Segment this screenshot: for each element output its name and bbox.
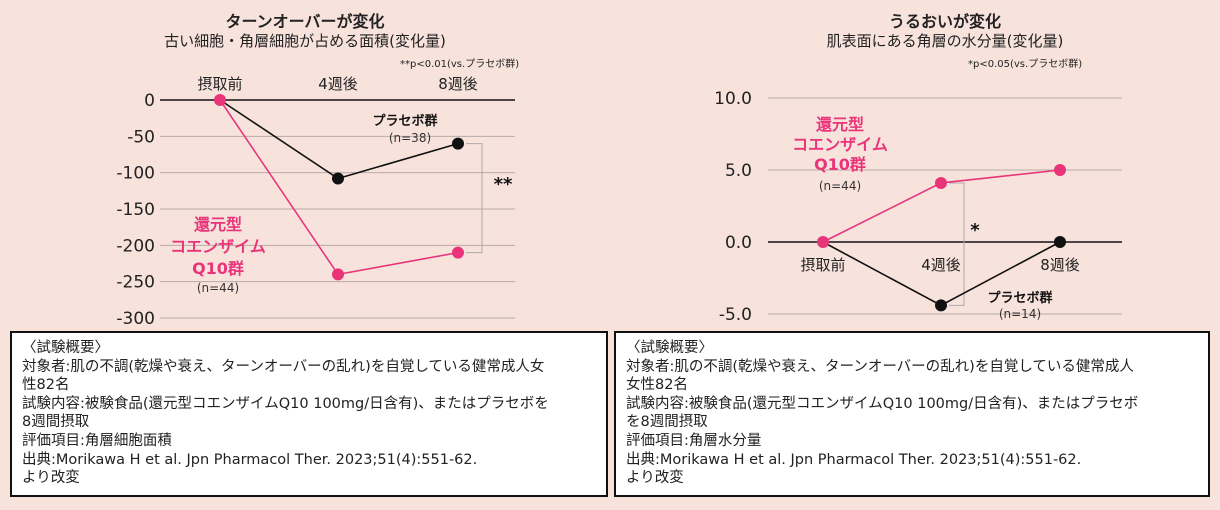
summary-line: 評価項目:角層細胞面積 <box>22 432 172 449</box>
y-tick-label: -300 <box>116 309 155 329</box>
y-tick-label: -250 <box>116 273 155 293</box>
summary-line: 出典:Morikawa H et al. Jpn Pharmacol Ther.… <box>626 451 1082 468</box>
x-category-label: 8週後 <box>1040 256 1080 274</box>
summary-line: 試験内容:被験食品(還元型コエンザイムQ10 100mg/日含有)、またはプラセ… <box>626 395 1139 412</box>
turnover-chart: 0 -50 -100 -150 -200 -250 -300 摂取前 4週後 8週後 ** 還元型コエ… <box>116 75 515 329</box>
series-label: プラセボ群 <box>987 290 1052 306</box>
y-tick-label: -200 <box>116 236 155 256</box>
x-category-label: 摂取前 <box>197 75 242 93</box>
x-category-label: 摂取前 <box>800 256 845 274</box>
summary-line: 性82名 <box>22 377 70 394</box>
summary-line: より改変 <box>22 470 80 487</box>
data-point <box>1054 236 1066 248</box>
data-point <box>1054 164 1066 176</box>
significance-marker: ** <box>494 174 513 195</box>
chart-subtitle: 肌表面にある角層の水分量(変化量) <box>826 32 1064 50</box>
chart-panel-moisture: 10.0 5.0 0.0 -5.0 摂取前 4週後 8週後 * 還元型 コエンザイム Q10群 (n=… <box>610 0 1220 510</box>
series-label: Q10群 <box>814 155 866 174</box>
significance-note: **p<0.01(vs.プラセボ群) <box>400 59 520 70</box>
x-category-label: 4週後 <box>318 75 358 93</box>
series-n-label: (n=14) <box>999 307 1041 321</box>
summary-line: 出典:Morikawa H et al. Jpn Pharmacol Ther.… <box>22 451 478 468</box>
x-category-label: 8週後 <box>438 75 478 93</box>
series-label: コエンザイム <box>792 135 888 154</box>
series-label: 還元型 <box>194 215 242 234</box>
y-tick-label: -50 <box>127 127 155 147</box>
data-point <box>452 246 464 259</box>
data-point <box>935 176 947 189</box>
series-n-label: (n=44) <box>197 281 239 295</box>
chart-title: ターンオーバーが変化 <box>225 12 385 31</box>
summary-line: 8週間摂取 <box>22 414 90 431</box>
data-point <box>332 172 344 185</box>
x-category-label: 4週後 <box>921 256 961 274</box>
y-tick-label: 0 <box>144 91 155 111</box>
y-tick-label: -100 <box>116 164 155 184</box>
series-label: プラセボ群 <box>372 113 437 129</box>
summary-line: 試験内容:被験食品(還元型コエンザイムQ10 100mg/日含有)、またはプラセ… <box>22 395 549 412</box>
series-n-label: (n=44) <box>819 179 861 193</box>
chart-subtitle: 古い細胞・角層細胞が占める面積(変化量) <box>164 32 446 50</box>
summary-line: 〈試験概要〉 <box>626 340 713 356</box>
chart-title: うるおいが変化 <box>888 12 1001 31</box>
data-point <box>452 137 464 150</box>
study-summary-box: 〈試験概要〉 対象者:肌の不調(乾燥や衰え、ターンオーバーの乱れ)を自覚している… <box>10 331 608 497</box>
data-point <box>935 299 947 312</box>
summary-line: 対象者:肌の不調(乾燥や衰え、ターンオーバーの乱れ)を自覚している健常成人女 <box>22 358 545 375</box>
y-tick-label: -5.0 <box>719 305 752 325</box>
significance-bracket <box>949 182 965 306</box>
significance-marker: * <box>970 220 980 241</box>
series-label: Q10群 <box>192 259 244 278</box>
significance-bracket <box>466 143 483 254</box>
y-tick-label: -150 <box>116 200 155 220</box>
y-tick-label: 10.0 <box>714 89 752 109</box>
summary-line: 〈試験概要〉 <box>22 340 109 356</box>
summary-line: 対象者:肌の不調(乾燥や衰え、ターンオーバーの乱れ)を自覚している健常成人 <box>626 358 1134 375</box>
study-summary-box: 〈試験概要〉 対象者:肌の不調(乾燥や衰え、ターンオーバーの乱れ)を自覚している… <box>614 331 1210 497</box>
summary-line: 評価項目:角層水分量 <box>626 432 762 449</box>
series-n-label: (n=38) <box>389 131 431 145</box>
summary-line: より改変 <box>626 470 684 487</box>
chart-panel-turnover: 0 -50 -100 -150 -200 -250 -300 摂取前 4週後 8週後 ** 還元型コエ… <box>10 12 608 497</box>
data-point <box>332 268 344 281</box>
data-point <box>214 94 226 106</box>
summary-line: を8週間摂取 <box>626 414 708 431</box>
significance-note: *p<0.05(vs.プラセボ群) <box>968 59 1083 70</box>
series-label: 還元型 <box>816 115 864 134</box>
y-tick-label: 5.0 <box>725 161 752 181</box>
data-point <box>817 236 829 248</box>
series-label: コエンザイム <box>170 237 266 256</box>
summary-line: 女性82名 <box>626 377 688 394</box>
y-tick-label: 0.0 <box>725 233 752 253</box>
